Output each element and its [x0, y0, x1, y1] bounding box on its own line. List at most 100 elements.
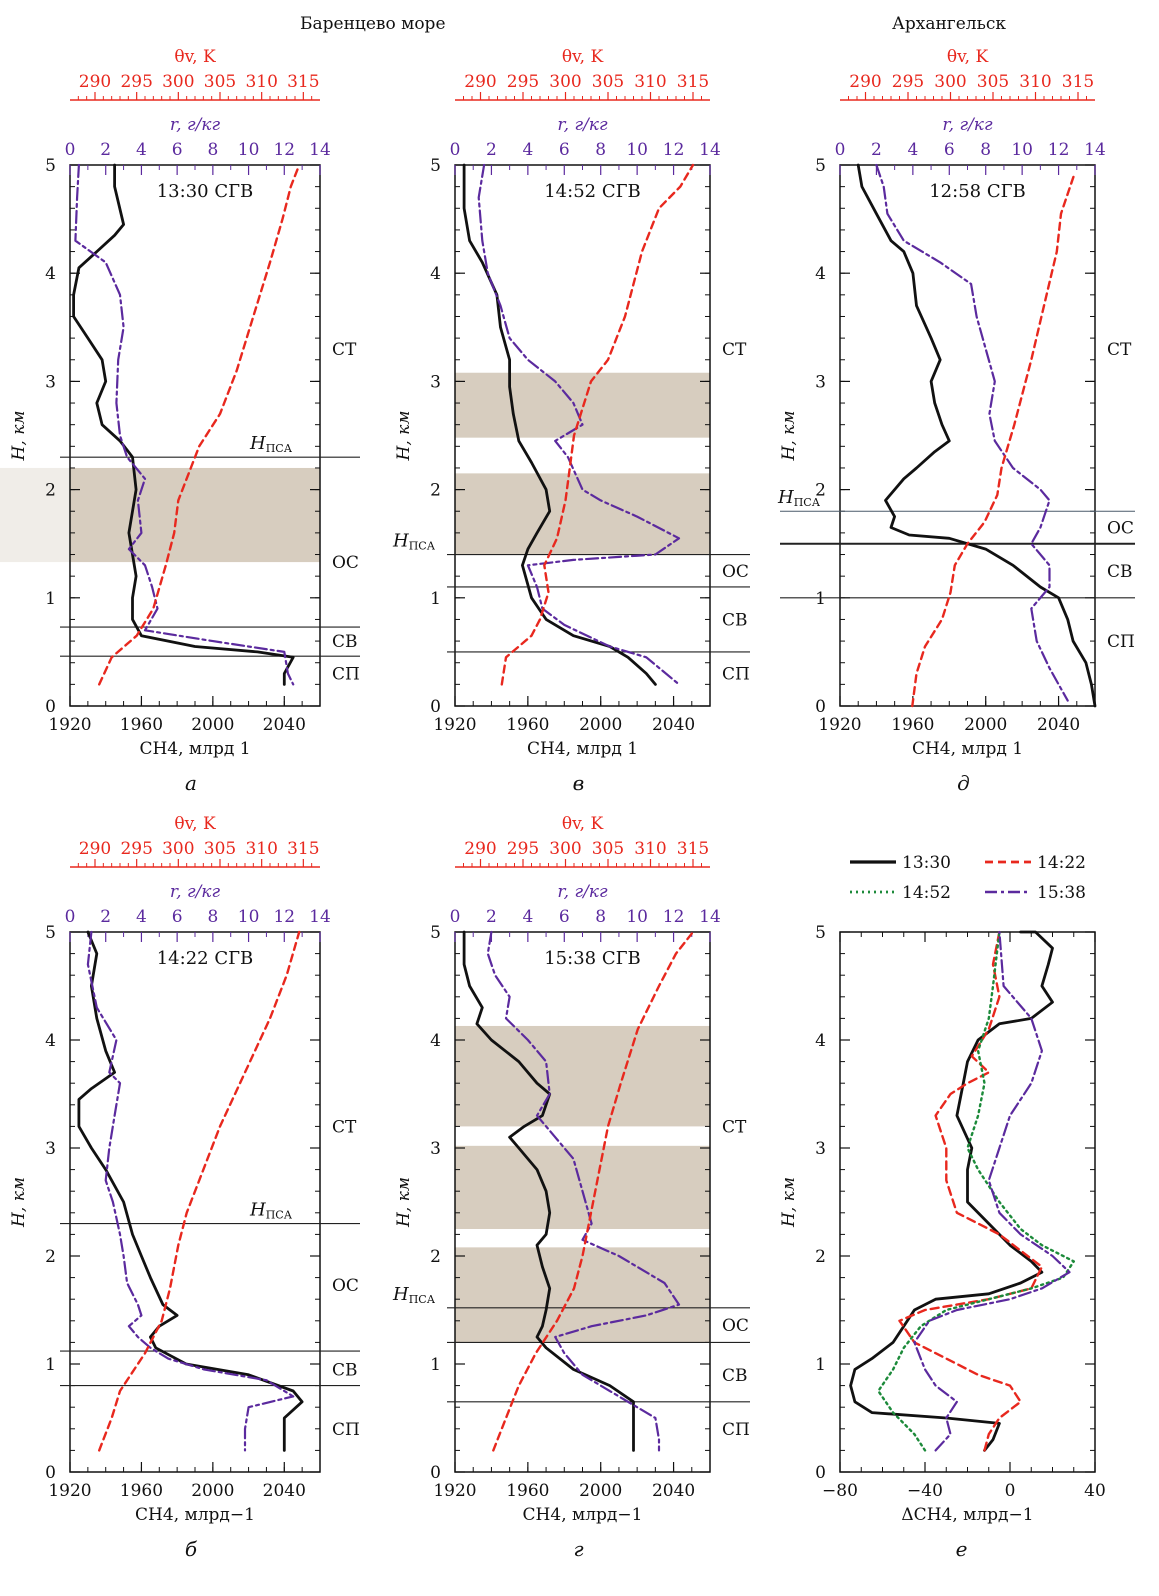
hpsa-subscript: ПСА — [409, 1293, 436, 1306]
r-tick-label: 6 — [559, 140, 570, 160]
y-tick-label: 5 — [45, 923, 56, 943]
x-axis-label: CH4, млрд−1 — [523, 1505, 643, 1525]
layer-label: ОС — [722, 1316, 749, 1336]
time-label: 14:52 СГВ — [544, 181, 641, 202]
r-tick-label: 2 — [100, 140, 111, 160]
layer-label: СВ — [332, 632, 358, 652]
series-theta-line — [492, 930, 695, 1452]
theta-tick-label: 315 — [677, 72, 709, 92]
y-tick-label: 3 — [815, 1139, 826, 1159]
r-axis-title: r, г/кг — [557, 115, 608, 135]
theta-tick-label: 295 — [507, 72, 539, 92]
x-tick-label: −40 — [907, 1481, 943, 1501]
layer-label: ОС — [722, 562, 749, 582]
y-tick-label: 1 — [430, 1355, 441, 1375]
y-tick-label: 4 — [45, 1031, 56, 1051]
theta-tick-label: 295 — [120, 72, 152, 92]
x-tick-label: 1920 — [433, 715, 476, 735]
panel-delta: 0 1 2 3 4 5 H, км −80 −40 0 40 ΔCH4, млрд−1 е 13:30 14… — [779, 853, 1106, 1561]
r-tick-label: 2 — [486, 907, 497, 927]
y-tick-label: 1 — [815, 1355, 826, 1375]
y-tick-label: 5 — [815, 923, 826, 943]
y-tick-label: 0 — [430, 697, 441, 717]
y-tick-label: 2 — [430, 481, 441, 501]
theta-tick-label: 310 — [245, 72, 277, 92]
theta-tick-label: 305 — [592, 839, 624, 859]
theta-tick-label: 310 — [245, 839, 277, 859]
layer-label: СВ — [722, 1366, 748, 1386]
r-tick-label: 10 — [238, 907, 260, 927]
legend-label: 14:22 — [1037, 853, 1086, 873]
y-tick-label: 1 — [430, 589, 441, 609]
theta-axis-title: θv, K — [562, 47, 604, 67]
x-tick-label: 1920 — [818, 715, 861, 735]
panel-letter: а — [185, 771, 197, 795]
r-tick-label: 14 — [309, 140, 331, 160]
r-tick-label: 4 — [522, 140, 533, 160]
series-r-line — [74, 163, 295, 686]
time-label: 12:58 СГВ — [929, 181, 1026, 202]
y-tick-label: 5 — [430, 156, 441, 176]
plot-frame — [69, 164, 321, 707]
x-tick-label: 2000 — [579, 1481, 622, 1501]
legend-label: 13:30 — [902, 853, 951, 873]
r-tick-label: 4 — [522, 907, 533, 927]
series-r-line — [86, 930, 295, 1452]
theta-tick-label: 310 — [634, 839, 666, 859]
x-tick-label: 2040 — [1037, 715, 1080, 735]
band-shadow — [0, 467, 70, 563]
series-r-line — [875, 163, 1069, 702]
y-axis-label: H, км — [779, 411, 799, 462]
y-axis-label: H, км — [9, 1177, 29, 1228]
series-theta-line — [911, 174, 1075, 708]
layer-label: ОС — [332, 553, 359, 573]
r-tick-label: 0 — [65, 140, 76, 160]
layer-label: ОС — [332, 1276, 359, 1296]
y-tick-label: 2 — [815, 1247, 826, 1267]
y-tick-label: 5 — [45, 156, 56, 176]
theta-tick-label: 295 — [892, 72, 924, 92]
y-axis-label: H, км — [394, 1177, 414, 1228]
hpsa-label: HПСА — [392, 1284, 436, 1306]
x-axis-label: CH4, млрд 1 — [527, 739, 638, 759]
y-tick-label: 5 — [815, 156, 826, 176]
x-tick-label: 1960 — [506, 1481, 549, 1501]
theta-tick-label: 295 — [507, 839, 539, 859]
theta-axis-title: θv, K — [174, 814, 216, 834]
layer-label: СТ — [722, 1117, 747, 1137]
layer-label: СТ — [332, 1117, 357, 1137]
r-tick-label: 4 — [136, 907, 147, 927]
theta-tick-label: 290 — [849, 72, 881, 92]
theta-axis-title: θv, K — [174, 47, 216, 67]
x-tick-label: 0 — [1005, 1481, 1016, 1501]
header-right: Архангельск — [892, 14, 1006, 34]
x-tick-label: 2000 — [579, 715, 622, 735]
layer-label: СВ — [1107, 562, 1133, 582]
theta-tick-label: 305 — [204, 72, 236, 92]
theta-tick-label: 290 — [464, 839, 496, 859]
series-ch4-line — [77, 930, 304, 1452]
hpsa-subscript: ПСА — [409, 540, 436, 553]
theta-tick-label: 300 — [549, 839, 581, 859]
hpsa-label: HПСА — [777, 487, 821, 509]
layer-label: СП — [332, 1420, 360, 1440]
r-tick-label: 8 — [980, 140, 991, 160]
layer-label: СТ — [1107, 340, 1132, 360]
y-tick-label: 3 — [430, 372, 441, 392]
y-axis-label: H, км — [9, 411, 29, 462]
series-ch4-line — [72, 163, 295, 686]
theta-tick-label: 290 — [79, 72, 111, 92]
x-tick-label: 1920 — [433, 1481, 476, 1501]
cloud-band — [455, 1025, 710, 1127]
r-tick-label: 12 — [273, 907, 295, 927]
y-tick-label: 4 — [430, 264, 441, 284]
time-label: 13:30 СГВ — [157, 181, 254, 202]
y-tick-label: 0 — [45, 1463, 56, 1483]
cloud-band — [455, 1247, 710, 1343]
x-tick-label: 1960 — [120, 1481, 163, 1501]
theta-tick-label: 290 — [464, 72, 496, 92]
r-tick-label: 0 — [450, 907, 461, 927]
legend-label: 14:52 — [902, 883, 951, 903]
